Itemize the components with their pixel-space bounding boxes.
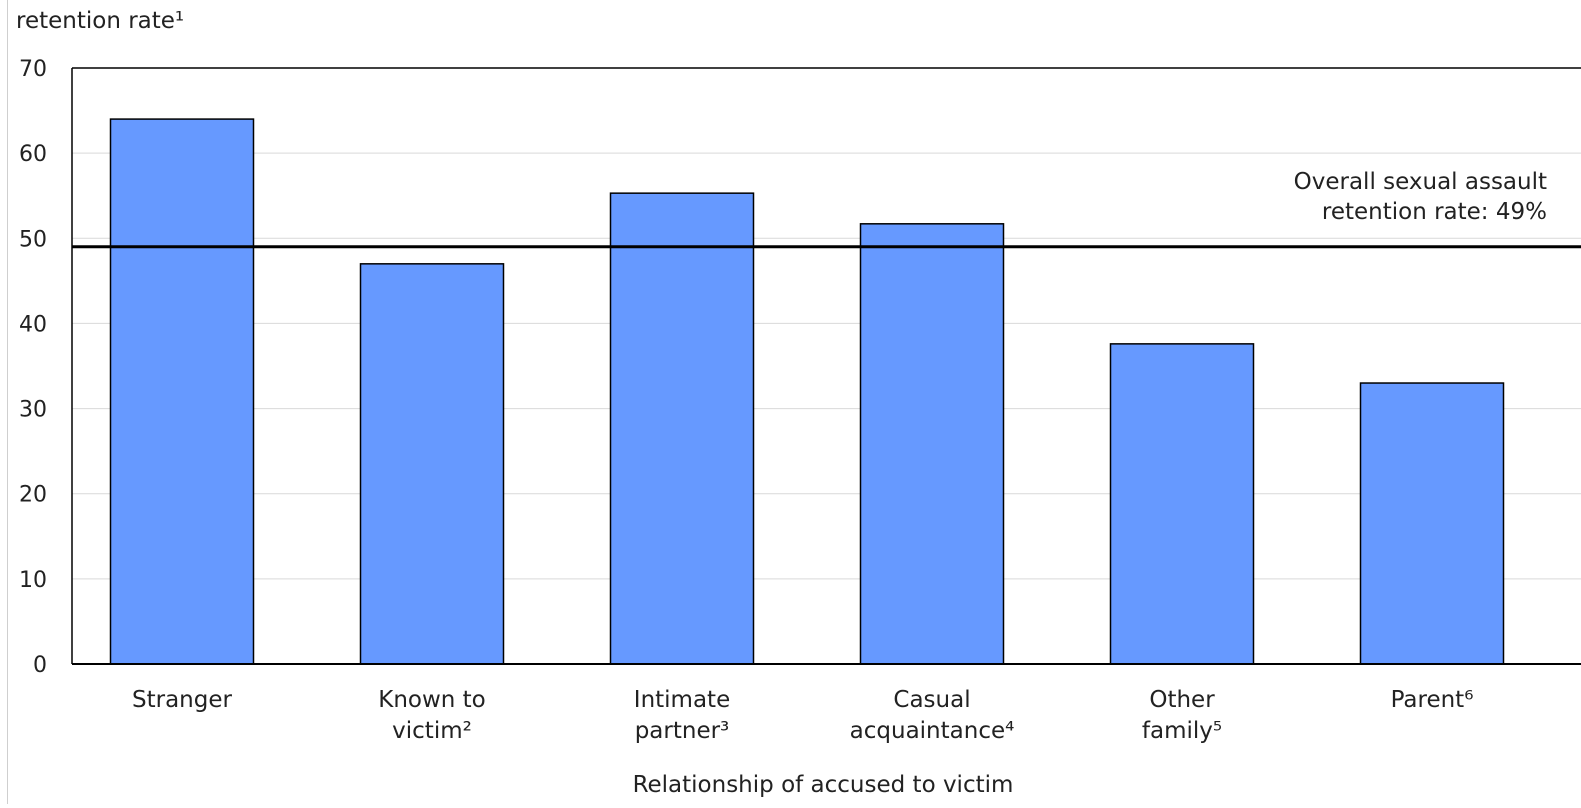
y-tick-label: 60 (19, 142, 47, 167)
reference-line-group: Overall sexual assault retention rate: 49… (72, 169, 1581, 249)
gridlines (72, 152, 1581, 580)
y-tick-label: 40 (19, 312, 47, 337)
bar (859, 223, 1005, 665)
axes (71, 67, 1581, 665)
y-tick-label: 20 (19, 483, 47, 508)
bar (359, 263, 505, 665)
bar (109, 118, 255, 665)
x-tick-labels: Stranger Known to victim² Intimate partner³ C… (132, 687, 1473, 744)
x-tick-label: Stranger (132, 687, 232, 713)
frame-left-border (7, 0, 8, 804)
y-tick-label: 70 (19, 57, 47, 82)
bar (1359, 382, 1505, 665)
bars (109, 118, 1505, 665)
y-tick-label: 30 (19, 398, 47, 423)
reference-line-label: Overall sexual assault retention rate: 49… (1294, 169, 1547, 225)
x-tick-label: Casual acquaintance⁴ (850, 687, 1015, 744)
x-tick-label: Intimate partner³ (634, 687, 730, 744)
y-axis-label: retention rate¹ (16, 8, 184, 34)
y-tick-label: 10 (19, 568, 47, 593)
x-tick-label: Other family⁵ (1142, 687, 1222, 744)
x-tick-label: Parent⁶ (1391, 687, 1474, 713)
y-tick-labels: 0 10 20 30 40 50 60 70 (19, 57, 47, 678)
x-tick-label: Known to victim² (378, 687, 486, 744)
bar (1109, 343, 1255, 665)
x-axis-label: Relationship of accused to victim (633, 772, 1014, 798)
y-tick-label: 0 (33, 653, 47, 678)
bar (609, 192, 755, 665)
y-tick-label: 50 (19, 227, 47, 252)
